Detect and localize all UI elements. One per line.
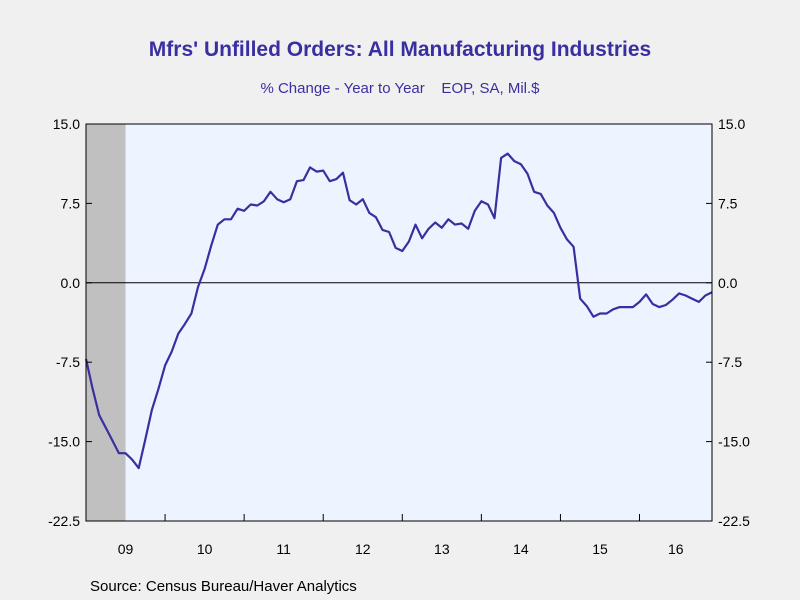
source-note: Source: Census Bureau/Haver Analytics — [90, 578, 357, 595]
y-tick-label-left: -15.0 — [48, 434, 80, 450]
x-tick-label: 15 — [592, 541, 608, 557]
y-tick-label-left: 15.0 — [53, 116, 80, 132]
y-tick-label-right: -7.5 — [718, 354, 742, 370]
plot-frame — [85, 123, 713, 522]
y-tick-label-right: 7.5 — [718, 195, 738, 211]
chart-subtitle: % Change - Year to Year EOP, SA, Mil.$ — [260, 80, 540, 97]
x-tick-label: 11 — [276, 541, 291, 557]
x-tick-label: 09 — [118, 541, 134, 557]
y-tick-label-left: -7.5 — [56, 354, 80, 370]
x-tick-label: 13 — [434, 541, 450, 557]
y-tick-label-right: 15.0 — [718, 116, 745, 132]
x-tick-label: 14 — [513, 541, 529, 557]
recession-shading — [86, 124, 126, 521]
y-tick-label-right: -15.0 — [718, 434, 750, 450]
y-tick-label-right: 0.0 — [718, 275, 738, 291]
x-tick-label: 12 — [355, 541, 371, 557]
plot-area — [86, 124, 712, 521]
x-tick-label: 10 — [197, 541, 213, 557]
y-tick-label-right: -22.5 — [718, 513, 750, 529]
x-tick-label: 16 — [668, 541, 684, 557]
series-line — [84, 152, 713, 470]
y-tick-label-left: 7.5 — [61, 195, 81, 211]
y-tick-label-left: -22.5 — [48, 513, 80, 529]
chart-title: Mfrs' Unfilled Orders: All Manufacturing… — [148, 38, 652, 61]
y-tick-label-left: 0.0 — [61, 275, 81, 291]
